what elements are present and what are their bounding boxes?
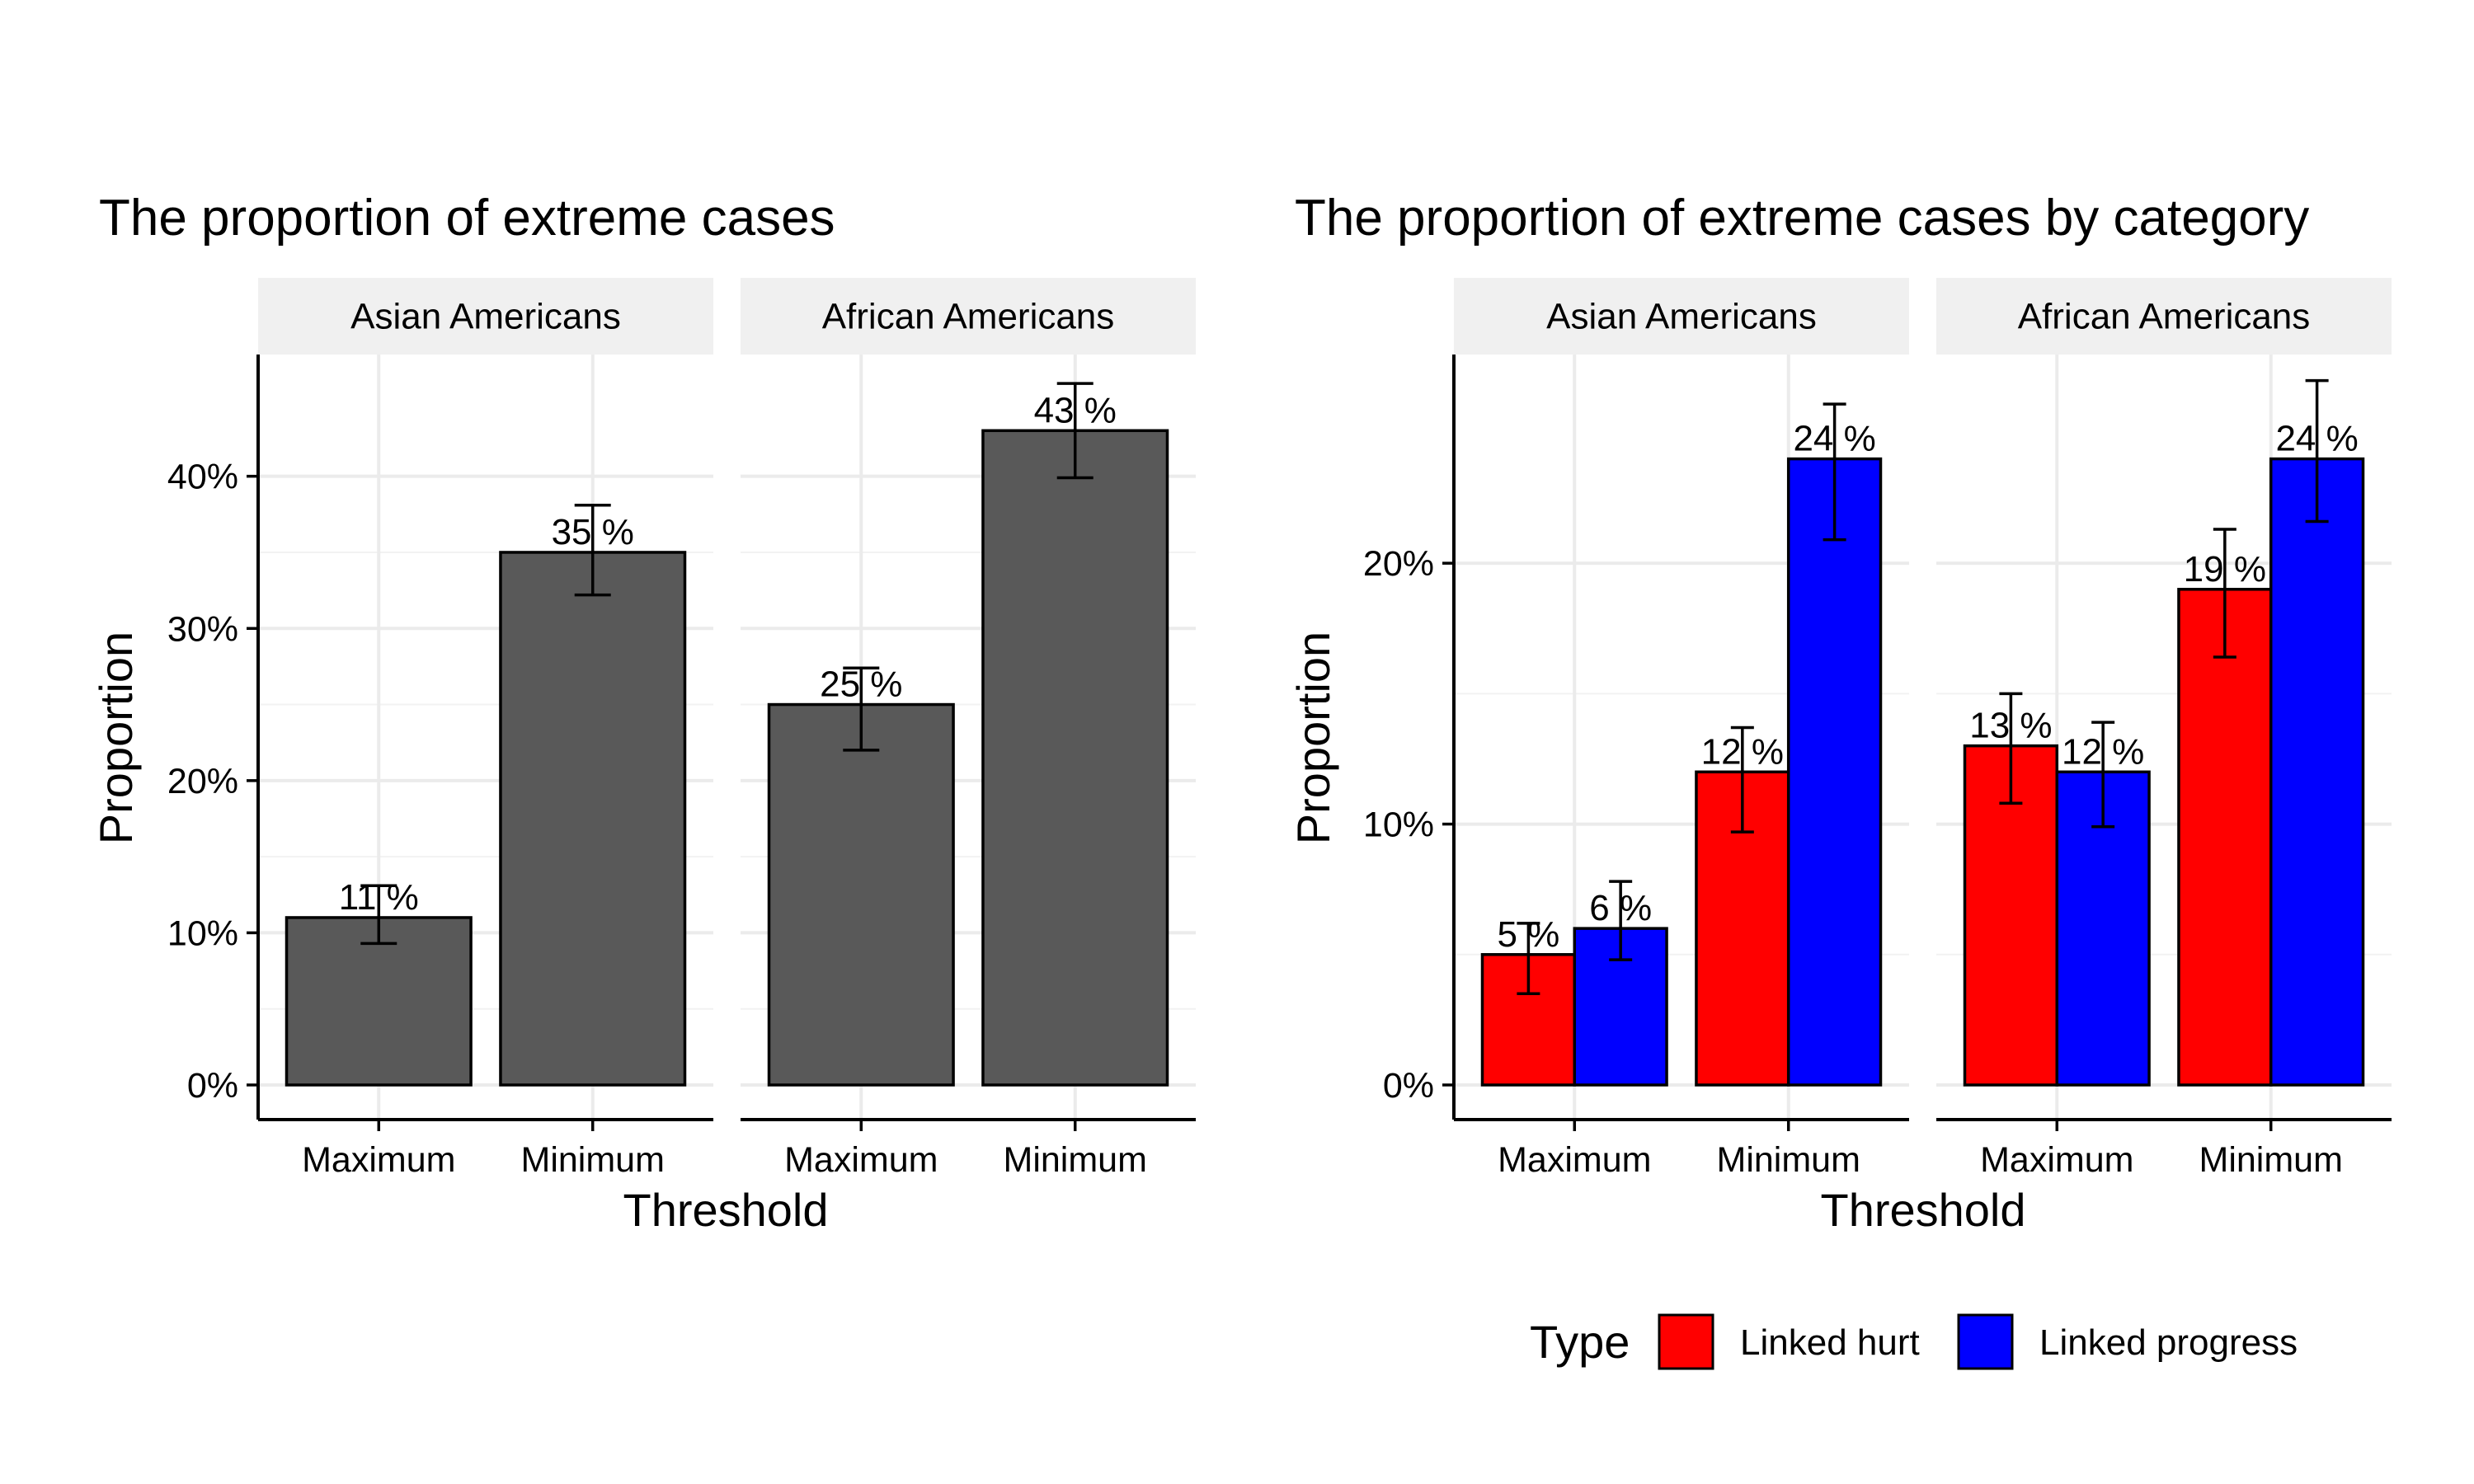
chart-1-facet-1-x-tick-label-1: Maximum xyxy=(302,1140,455,1180)
chart-1-facet-2-bar-2 xyxy=(981,429,1169,1087)
chart-2-facet-1-bar-2-2 xyxy=(1786,457,1883,1087)
legend-label-linked-hurt: Linked hurt xyxy=(1740,1322,1920,1363)
legend-key-linked-progress xyxy=(1957,1313,2014,1370)
chart-2-facet-2-bar-1-1 xyxy=(1963,744,2059,1087)
chart-2-facet-2-data-label-2-2: 24 % xyxy=(2275,419,2358,459)
chart-2-title: The proportion of extreme cases by categ… xyxy=(1295,190,2309,247)
chart-2-facet-2-data-label-1-2: 12 % xyxy=(2062,731,2144,772)
legend: Type Linked hurt Linked progress xyxy=(1530,1313,2298,1370)
chart-2-facet-1-data-label-2-2: 24 % xyxy=(1793,419,1875,459)
chart-2-strip-label-1: Asian Americans xyxy=(1546,297,1817,337)
chart-1-strip-1 xyxy=(258,278,713,355)
chart-1-facet-2-data-label-2: 43 % xyxy=(1034,390,1117,430)
legend-label-linked-progress: Linked progress xyxy=(2039,1322,2298,1363)
chart-2-facet-2-x-tick-label-2: Minimum xyxy=(2199,1140,2343,1180)
chart-2-facet-1-x-tick-label-2: Minimum xyxy=(1717,1140,1860,1180)
legend-key-linked-hurt xyxy=(1658,1313,1714,1370)
chart-1-facet-1-data-label-2: 35 % xyxy=(552,512,634,552)
chart-2-facet-2-data-label-2-1: 19 % xyxy=(2184,549,2266,589)
chart-2-y-tick-label-0: 0% xyxy=(1383,1066,1434,1106)
chart-1-facet-1-bar-2 xyxy=(499,551,687,1087)
chart-2-facet-2-bar-2-1 xyxy=(2177,588,2273,1087)
chart-2-y-axis-title: Proportion xyxy=(1287,632,1339,844)
chart-1-facet-2-x-tick-label-1: Maximum xyxy=(784,1140,938,1180)
chart-2-strip-1 xyxy=(1454,278,1909,355)
legend-title: Type xyxy=(1530,1316,1630,1368)
chart-2-facet-2-data-label-1-1: 13 % xyxy=(1969,706,2052,746)
chart-2-strip-label-2: African Americans xyxy=(2018,297,2311,337)
chart-1-strip-label-2: African Americans xyxy=(822,297,1115,337)
chart-1-y-tick-label-2: 20% xyxy=(167,762,238,801)
chart-2-facet-1-data-label-2-1: 12 % xyxy=(1701,731,1784,772)
chart-2-x-axis-title: Threshold xyxy=(1820,1184,2025,1236)
chart-1-y-tick-label-4: 40% xyxy=(167,458,238,497)
chart-1-y-tick-label-3: 30% xyxy=(167,609,238,649)
chart-1-facet-2-bar-1 xyxy=(767,702,955,1087)
chart-2-facet-1-data-label-1-1: 5 % xyxy=(1497,914,1559,955)
chart-1-y-tick-label-0: 0% xyxy=(187,1066,238,1106)
chart-2-y-tick-label-1: 10% xyxy=(1363,805,1434,845)
chart-2-strip-2 xyxy=(1936,278,2392,355)
chart-2-facet-1-data-label-1-2: 6 % xyxy=(1589,888,1652,928)
chart-2-facet-2-x-tick-label-1: Maximum xyxy=(1980,1140,2133,1180)
chart-1-x-axis-title: Threshold xyxy=(623,1184,828,1236)
chart-1-title: The proportion of extreme cases xyxy=(99,190,835,247)
chart-1-facet-1-bar-1 xyxy=(285,916,473,1087)
chart-2-y-tick-label-2: 20% xyxy=(1363,544,1434,584)
chart-1-facet-1-x-tick-label-2: Minimum xyxy=(521,1140,665,1180)
chart-2-facet-2-bar-2-2 xyxy=(2269,457,2365,1087)
chart-1-facet-2-data-label-1: 25 % xyxy=(820,665,902,705)
chart-1-facet-1-data-label-1: 11 % xyxy=(339,877,419,918)
chart-1-y-axis-title: Proportion xyxy=(90,632,142,844)
chart-2-facet-1-x-tick-label-1: Maximum xyxy=(1498,1140,1651,1180)
chart-1-y-tick-label-1: 10% xyxy=(167,913,238,953)
chart-1-strip-label-1: Asian Americans xyxy=(350,297,621,337)
chart-1-facet-2-x-tick-label-2: Minimum xyxy=(1004,1140,1147,1180)
chart-1-strip-2 xyxy=(741,278,1196,355)
